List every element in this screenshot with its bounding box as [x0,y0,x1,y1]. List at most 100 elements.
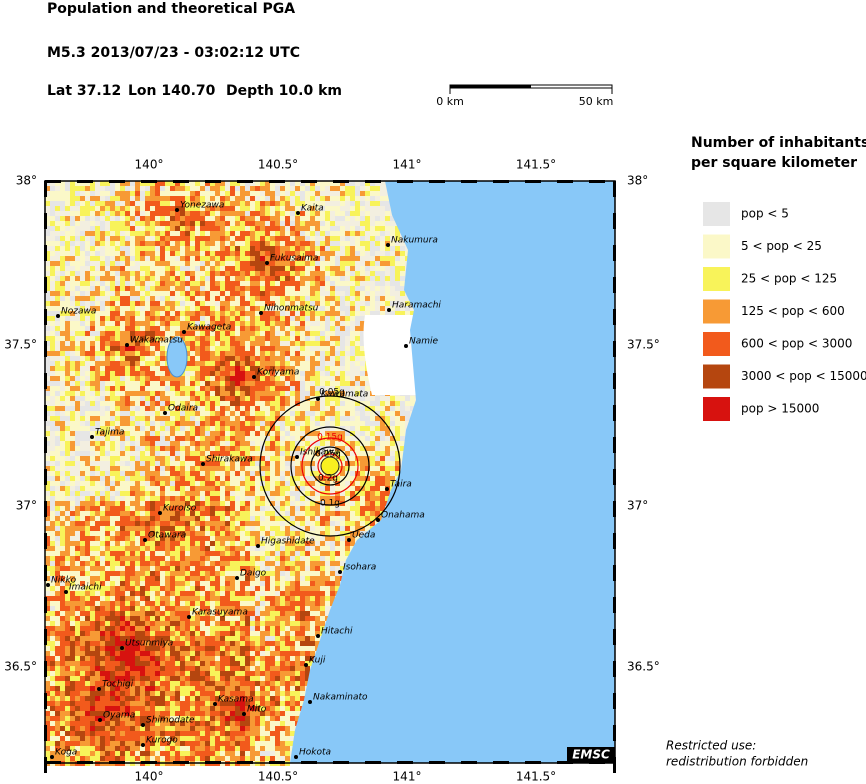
pop-cell [130,251,135,256]
pop-cell [100,241,105,246]
pop-cell [110,486,115,491]
pop-cell [360,316,365,321]
pop-cell [240,371,245,376]
pop-cell [350,311,355,316]
pop-cell [110,471,115,476]
pop-cell [400,281,405,286]
pop-cell [135,546,140,551]
pop-cell [160,496,165,501]
pop-cell [100,351,105,356]
pop-cell [205,471,210,476]
pop-cell [85,556,90,561]
pop-cell [405,416,410,421]
pop-cell [135,271,140,276]
pop-cell [400,266,405,271]
pop-cell [80,311,85,316]
pop-cell [160,446,165,451]
pop-cell [285,511,290,516]
pop-cell [360,381,365,386]
pop-cell [400,401,405,406]
pop-cell [365,296,370,301]
pop-cell [195,186,200,191]
pop-cell [240,291,245,296]
pop-cell [85,181,90,186]
pop-cell [165,441,170,446]
pop-cell [75,521,80,526]
pop-cell [270,556,275,561]
pop-cell [265,211,270,216]
pop-cell [60,501,65,506]
pop-cell [315,211,320,216]
pop-cell [235,181,240,186]
pop-cell [105,446,110,451]
pop-cell [190,421,195,426]
pop-cell [85,206,90,211]
pop-cell [165,516,170,521]
pop-cell [150,211,155,216]
pop-cell [45,276,50,281]
pop-cell [310,191,315,196]
pop-cell [265,476,270,481]
pop-cell [245,386,250,391]
pop-cell [215,361,220,366]
pop-cell [295,551,300,556]
pop-cell [260,451,265,456]
pop-cell [130,291,135,296]
pop-cell [300,341,305,346]
pop-cell [335,486,340,491]
pop-cell [245,316,250,321]
pop-cell [270,336,275,341]
pop-cell [85,271,90,276]
pop-cell [45,221,50,226]
pop-cell [205,446,210,451]
pop-cell [110,236,115,241]
pop-cell [410,311,415,316]
pop-cell [360,351,365,356]
pop-cell [135,511,140,516]
pop-cell [175,511,180,516]
pop-cell [80,521,85,526]
pop-cell [360,491,365,496]
pop-cell [355,516,360,521]
pop-cell [155,301,160,306]
pop-cell [165,391,170,396]
pop-cell [365,286,370,291]
pop-cell [140,291,145,296]
pop-cell [65,551,70,556]
pop-cell [100,361,105,366]
pop-cell [95,216,100,221]
pop-cell [330,266,335,271]
pop-cell [275,471,280,476]
pop-cell [135,251,140,256]
pop-cell [270,401,275,406]
pop-cell [330,421,335,426]
pop-cell [295,501,300,506]
pop-cell [90,246,95,251]
pop-cell [210,271,215,276]
pop-cell [205,236,210,241]
pop-cell [275,236,280,241]
pop-cell [125,251,130,256]
pop-cell [265,276,270,281]
pop-cell [345,411,350,416]
pop-cell [250,471,255,476]
pop-cell [185,251,190,256]
pop-cell [265,281,270,286]
pop-cell [405,401,410,406]
pop-cell [215,256,220,261]
pop-cell [265,481,270,486]
pop-cell [335,451,340,456]
pop-cell [235,406,240,411]
pop-cell [95,336,100,341]
pop-cell [95,231,100,236]
pop-cell [180,516,185,521]
pop-cell [130,346,135,351]
pop-cell [220,481,225,486]
pop-cell [90,181,95,186]
pop-cell [255,486,260,491]
pop-cell [65,191,70,196]
pop-cell [65,516,70,521]
pop-cell [245,186,250,191]
pop-cell [225,251,230,256]
pop-cell [45,396,50,401]
